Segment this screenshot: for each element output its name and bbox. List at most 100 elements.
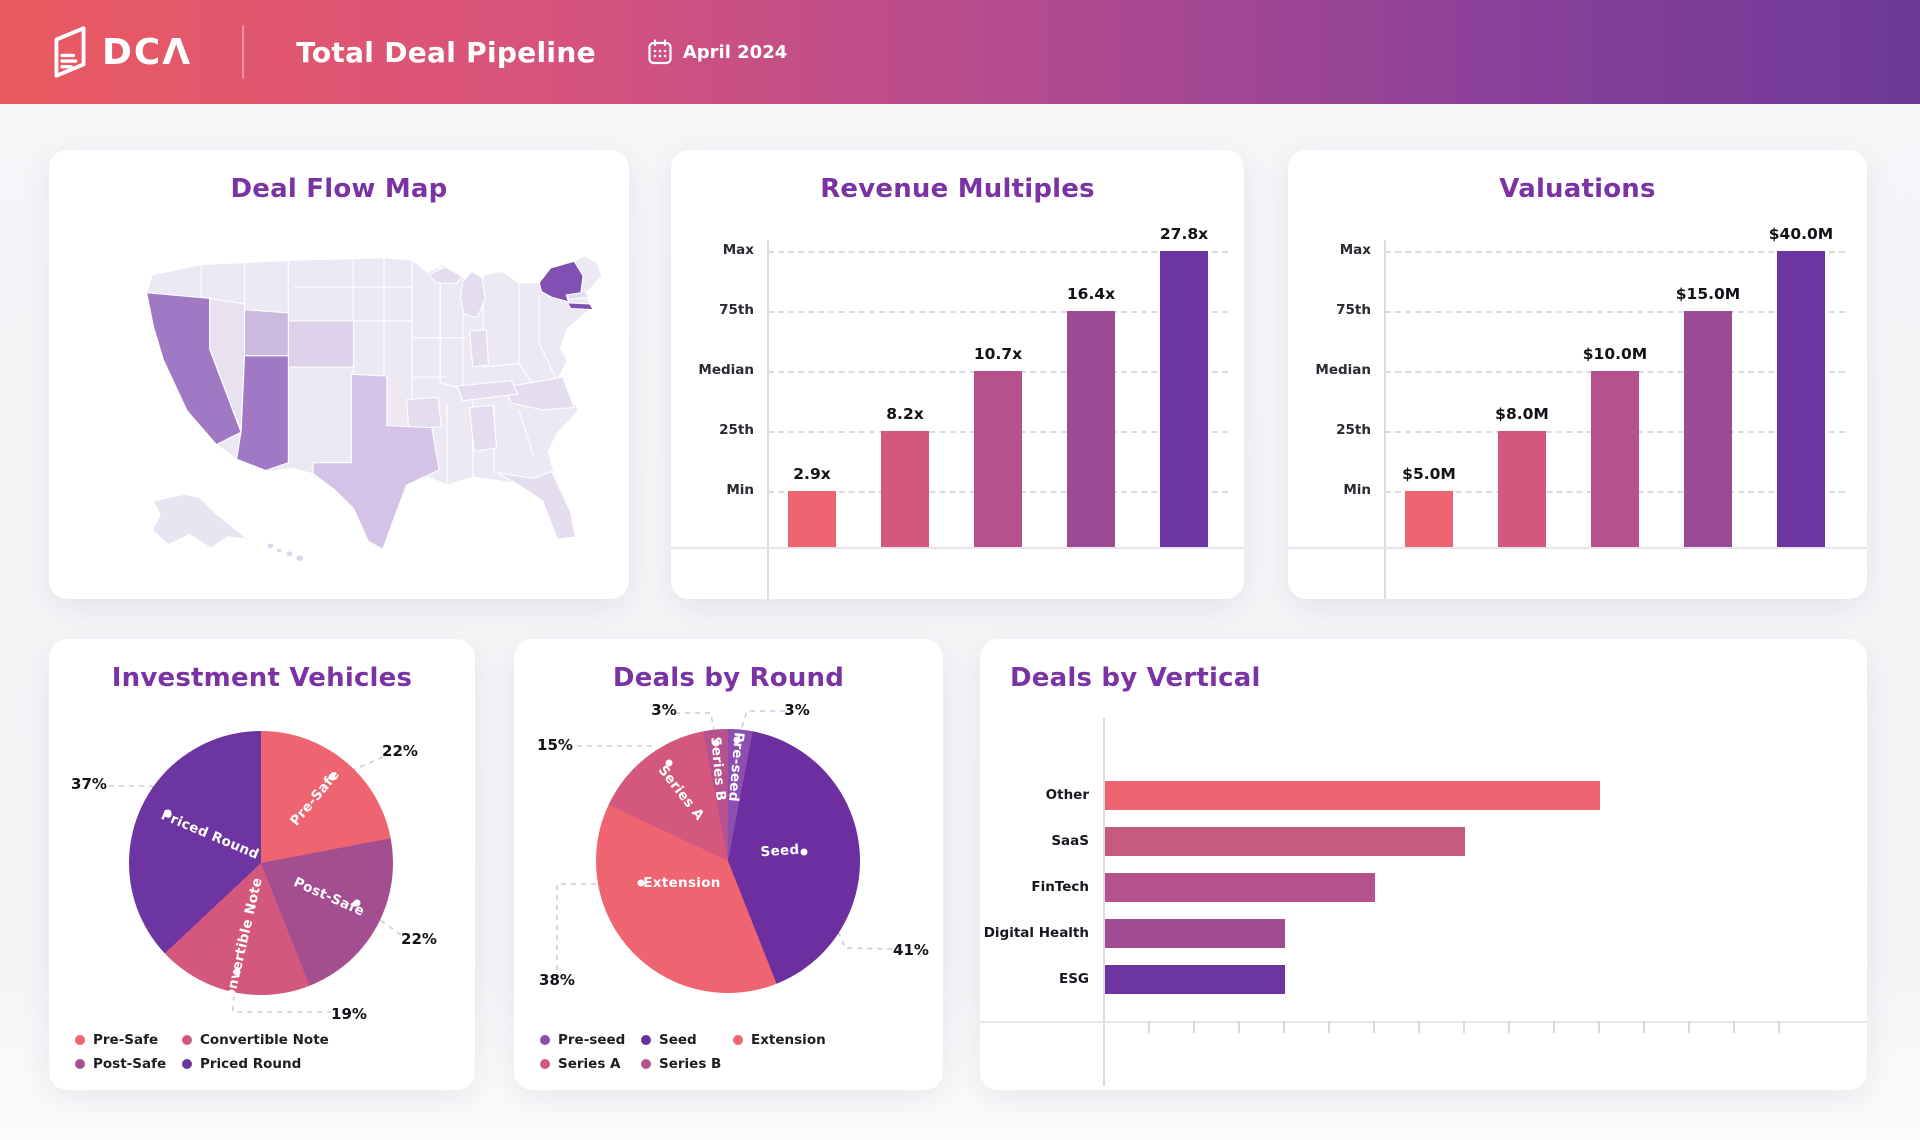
legend-item[interactable]: Pre-seed xyxy=(540,1032,641,1048)
bar-25th[interactable] xyxy=(1498,431,1546,547)
bar-max[interactable] xyxy=(1160,251,1208,547)
pie[interactable] xyxy=(596,729,860,993)
state-new-york-long-island[interactable] xyxy=(566,302,595,311)
brand-logo[interactable]: DCΛ xyxy=(50,26,192,78)
bar-value-label: $40.0M xyxy=(1768,225,1834,243)
y-axis-line xyxy=(1384,240,1386,599)
state-new-york[interactable] xyxy=(538,260,584,303)
percent-label: 38% xyxy=(539,971,575,989)
y-axis-tick-label: 75th xyxy=(719,302,754,318)
bar-median[interactable] xyxy=(974,371,1022,547)
x-axis-tick xyxy=(1553,1021,1555,1033)
legend-item[interactable]: Post-Safe xyxy=(75,1056,182,1072)
y-axis-tick-label: 25th xyxy=(1336,422,1371,438)
bar-value-label: 8.2x xyxy=(886,405,924,423)
deals-by-round-card: Deals by Round Pre-seed Seed Extension S… xyxy=(514,639,943,1090)
bar-digital-health[interactable] xyxy=(1105,919,1285,948)
bar-75th[interactable] xyxy=(1067,311,1115,547)
date-label: April 2024 xyxy=(682,41,788,63)
legend-label: Priced Round xyxy=(200,1056,302,1072)
legend-dot xyxy=(75,1035,85,1045)
bar-min[interactable] xyxy=(1405,491,1453,547)
app-header: DCΛ Total Deal Pipeline April 2024 xyxy=(0,0,1920,104)
bar-column: 16.4x xyxy=(1067,251,1115,547)
bar-esg[interactable] xyxy=(1105,965,1285,994)
category-label: FinTech xyxy=(1031,879,1089,895)
deals-by-round-pie: Pre-seed Seed Extension Series A Series … xyxy=(596,729,860,993)
pie-legend: Pre-Safe Convertible Note Post-Safe Priced … xyxy=(75,1032,329,1072)
legend-item[interactable]: Extension xyxy=(733,1032,826,1048)
slice-dot xyxy=(800,848,808,856)
bar-column: $10.0M xyxy=(1583,251,1647,547)
bar-value-label: $8.0M xyxy=(1495,405,1549,423)
bar-column: $8.0M xyxy=(1495,251,1549,547)
bar-median[interactable] xyxy=(1591,371,1639,547)
gridline xyxy=(768,311,1228,313)
bar-column: 8.2x xyxy=(881,251,929,547)
y-axis-tick-label: Max xyxy=(1339,242,1371,258)
category-label: ESG xyxy=(1058,971,1089,987)
percent-label: 3% xyxy=(651,701,677,719)
state-alaska[interactable] xyxy=(151,493,250,549)
bar-value-label: $5.0M xyxy=(1402,465,1456,483)
state-utah[interactable] xyxy=(243,309,289,357)
state-texas[interactable] xyxy=(312,373,440,551)
bar-max[interactable] xyxy=(1777,251,1825,547)
legend-item[interactable]: Series A xyxy=(540,1056,641,1072)
slice-dot xyxy=(637,879,645,887)
bar-25th[interactable] xyxy=(881,431,929,547)
x-axis-tick xyxy=(1238,1021,1240,1033)
x-axis-tick xyxy=(1283,1021,1285,1033)
us-choropleth-map[interactable] xyxy=(69,208,609,580)
x-axis-line xyxy=(671,547,1244,549)
legend-item[interactable]: Priced Round xyxy=(182,1056,329,1072)
dca-logo-icon xyxy=(54,26,86,78)
valuations-card: Valuations Max 75th Median 25th Min $5.0M $8.0… xyxy=(1288,150,1867,599)
deal-flow-map-card: Deal Flow Map xyxy=(49,150,629,599)
percent-label: 37% xyxy=(71,775,107,793)
bar-saas[interactable] xyxy=(1105,827,1465,856)
category-label: Other xyxy=(1045,787,1089,803)
state-hawaii[interactable] xyxy=(267,543,303,562)
bar-other[interactable] xyxy=(1105,781,1600,810)
x-axis-tick xyxy=(1373,1021,1375,1033)
legend-item[interactable]: Pre-Safe xyxy=(75,1032,182,1048)
bar-value-label: 16.4x xyxy=(1066,285,1116,303)
y-axis-tick-label: Median xyxy=(698,362,754,378)
logo-text: DCΛ xyxy=(102,31,193,73)
legend-dot xyxy=(75,1059,85,1069)
y-axis-tick-label: Min xyxy=(1343,482,1371,498)
bar-value-label: 10.7x xyxy=(973,345,1023,363)
pie[interactable] xyxy=(129,731,393,995)
state-colorado[interactable] xyxy=(287,320,355,368)
y-axis-line xyxy=(767,240,769,599)
x-axis-line xyxy=(980,1021,1867,1023)
bar-min[interactable] xyxy=(788,491,836,547)
investment-vehicles-card: Investment Vehicles Pre-Safe Post-Safe C… xyxy=(49,639,475,1090)
card-title: Deals by Round xyxy=(612,663,845,693)
bar-column: $5.0M xyxy=(1402,251,1456,547)
legend-item[interactable]: Convertible Note xyxy=(182,1032,329,1048)
bar-75th[interactable] xyxy=(1684,311,1732,547)
bar-column: 27.8x xyxy=(1160,225,1208,547)
date-selector[interactable]: April 2024 xyxy=(648,39,787,65)
percent-label: 22% xyxy=(382,742,418,760)
deals-by-vertical-card: Deals by Vertical Other SaaS FinTech Digita… xyxy=(980,639,1867,1090)
legend-dot xyxy=(540,1035,550,1045)
card-title: Deals by Vertical xyxy=(1010,663,1261,693)
y-axis-tick-label: 25th xyxy=(719,422,754,438)
legend-label: Seed xyxy=(659,1032,697,1048)
legend-label: Series A xyxy=(558,1056,621,1072)
legend-item[interactable]: Seed xyxy=(641,1032,733,1048)
legend-dot xyxy=(641,1059,651,1069)
state-arizona[interactable] xyxy=(235,355,289,472)
slice-dot xyxy=(712,739,720,747)
bar-fintech[interactable] xyxy=(1105,873,1375,902)
state-california[interactable] xyxy=(145,292,242,446)
bar-column: 2.9x xyxy=(788,251,836,547)
x-axis-tick xyxy=(1418,1021,1420,1033)
slice-dot xyxy=(665,759,673,767)
bar-column: $15.0M xyxy=(1676,251,1740,547)
legend-item[interactable]: Series B xyxy=(641,1056,733,1072)
